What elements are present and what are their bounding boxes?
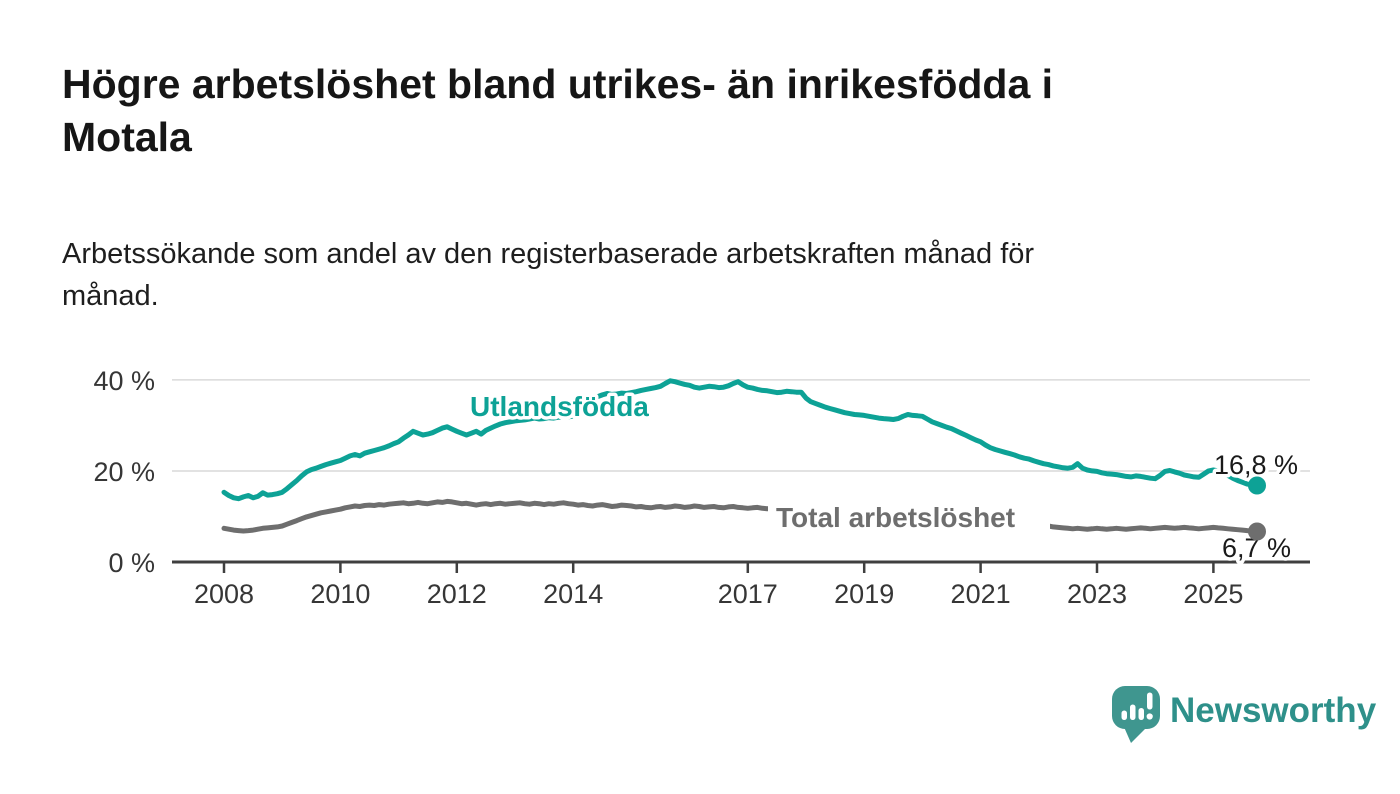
series-label-total: Total arbetslöshet bbox=[776, 502, 1015, 533]
brand-name: Newsworthy bbox=[1170, 691, 1377, 730]
x-axis-tick-label: 2012 bbox=[427, 579, 487, 609]
foreign-born-line bbox=[221, 378, 1260, 502]
end-value-label-foreign-born: 16,8 % bbox=[1214, 450, 1298, 480]
end-dot-foreign-born bbox=[1248, 476, 1266, 495]
page-title: Högre arbetslöshet bland utrikes- än inr… bbox=[62, 58, 1262, 165]
x-axis-tick-label: 2021 bbox=[951, 579, 1011, 609]
newsworthy-logo-icon bbox=[1112, 686, 1160, 743]
x-axis-tick-label: 2010 bbox=[310, 579, 370, 609]
chart-subtitle-line1: Arbetssökande som andel av den registerb… bbox=[62, 238, 1035, 270]
x-axis-tick-label: 2019 bbox=[834, 579, 894, 609]
logo-bar-3 bbox=[1138, 708, 1144, 720]
end-value-label-total: 6,7 % bbox=[1222, 533, 1291, 563]
page-title-line2: Motala bbox=[62, 114, 192, 161]
total-unemployment-line bbox=[221, 498, 1260, 534]
x-axis-tick-label: 2025 bbox=[1183, 579, 1243, 609]
x-axis-tick-label: 2008 bbox=[194, 579, 254, 609]
logo-bubble-shape bbox=[1112, 686, 1160, 729]
logo-exclamation-bar bbox=[1147, 692, 1153, 710]
logo-bar-2 bbox=[1130, 704, 1136, 720]
chart-subtitle-line2: månad. bbox=[62, 280, 159, 313]
x-axis-tick-label: 2023 bbox=[1067, 579, 1127, 609]
y-axis-tick-label: 20 % bbox=[93, 457, 155, 487]
y-axis-tick-label: 0 % bbox=[108, 548, 155, 578]
logo-bubble-tail bbox=[1124, 727, 1147, 743]
y-axis-tick-label: 40 % bbox=[93, 366, 155, 396]
page-title-line1: Högre arbetslöshet bland utrikes- än inr… bbox=[62, 61, 1054, 107]
logo-bar-1 bbox=[1121, 710, 1127, 720]
x-axis-tick-label: 2017 bbox=[718, 579, 778, 609]
end-dot-total bbox=[1248, 522, 1266, 541]
logo-exclamation-dot bbox=[1146, 713, 1153, 720]
x-axis-tick-label: 2014 bbox=[543, 579, 603, 609]
label-mask bbox=[768, 499, 1050, 533]
chart-subtitle: Arbetssökande som andel av den registerb… bbox=[62, 233, 1282, 317]
series-label-foreign-born: Utlandsfödda bbox=[470, 391, 649, 422]
